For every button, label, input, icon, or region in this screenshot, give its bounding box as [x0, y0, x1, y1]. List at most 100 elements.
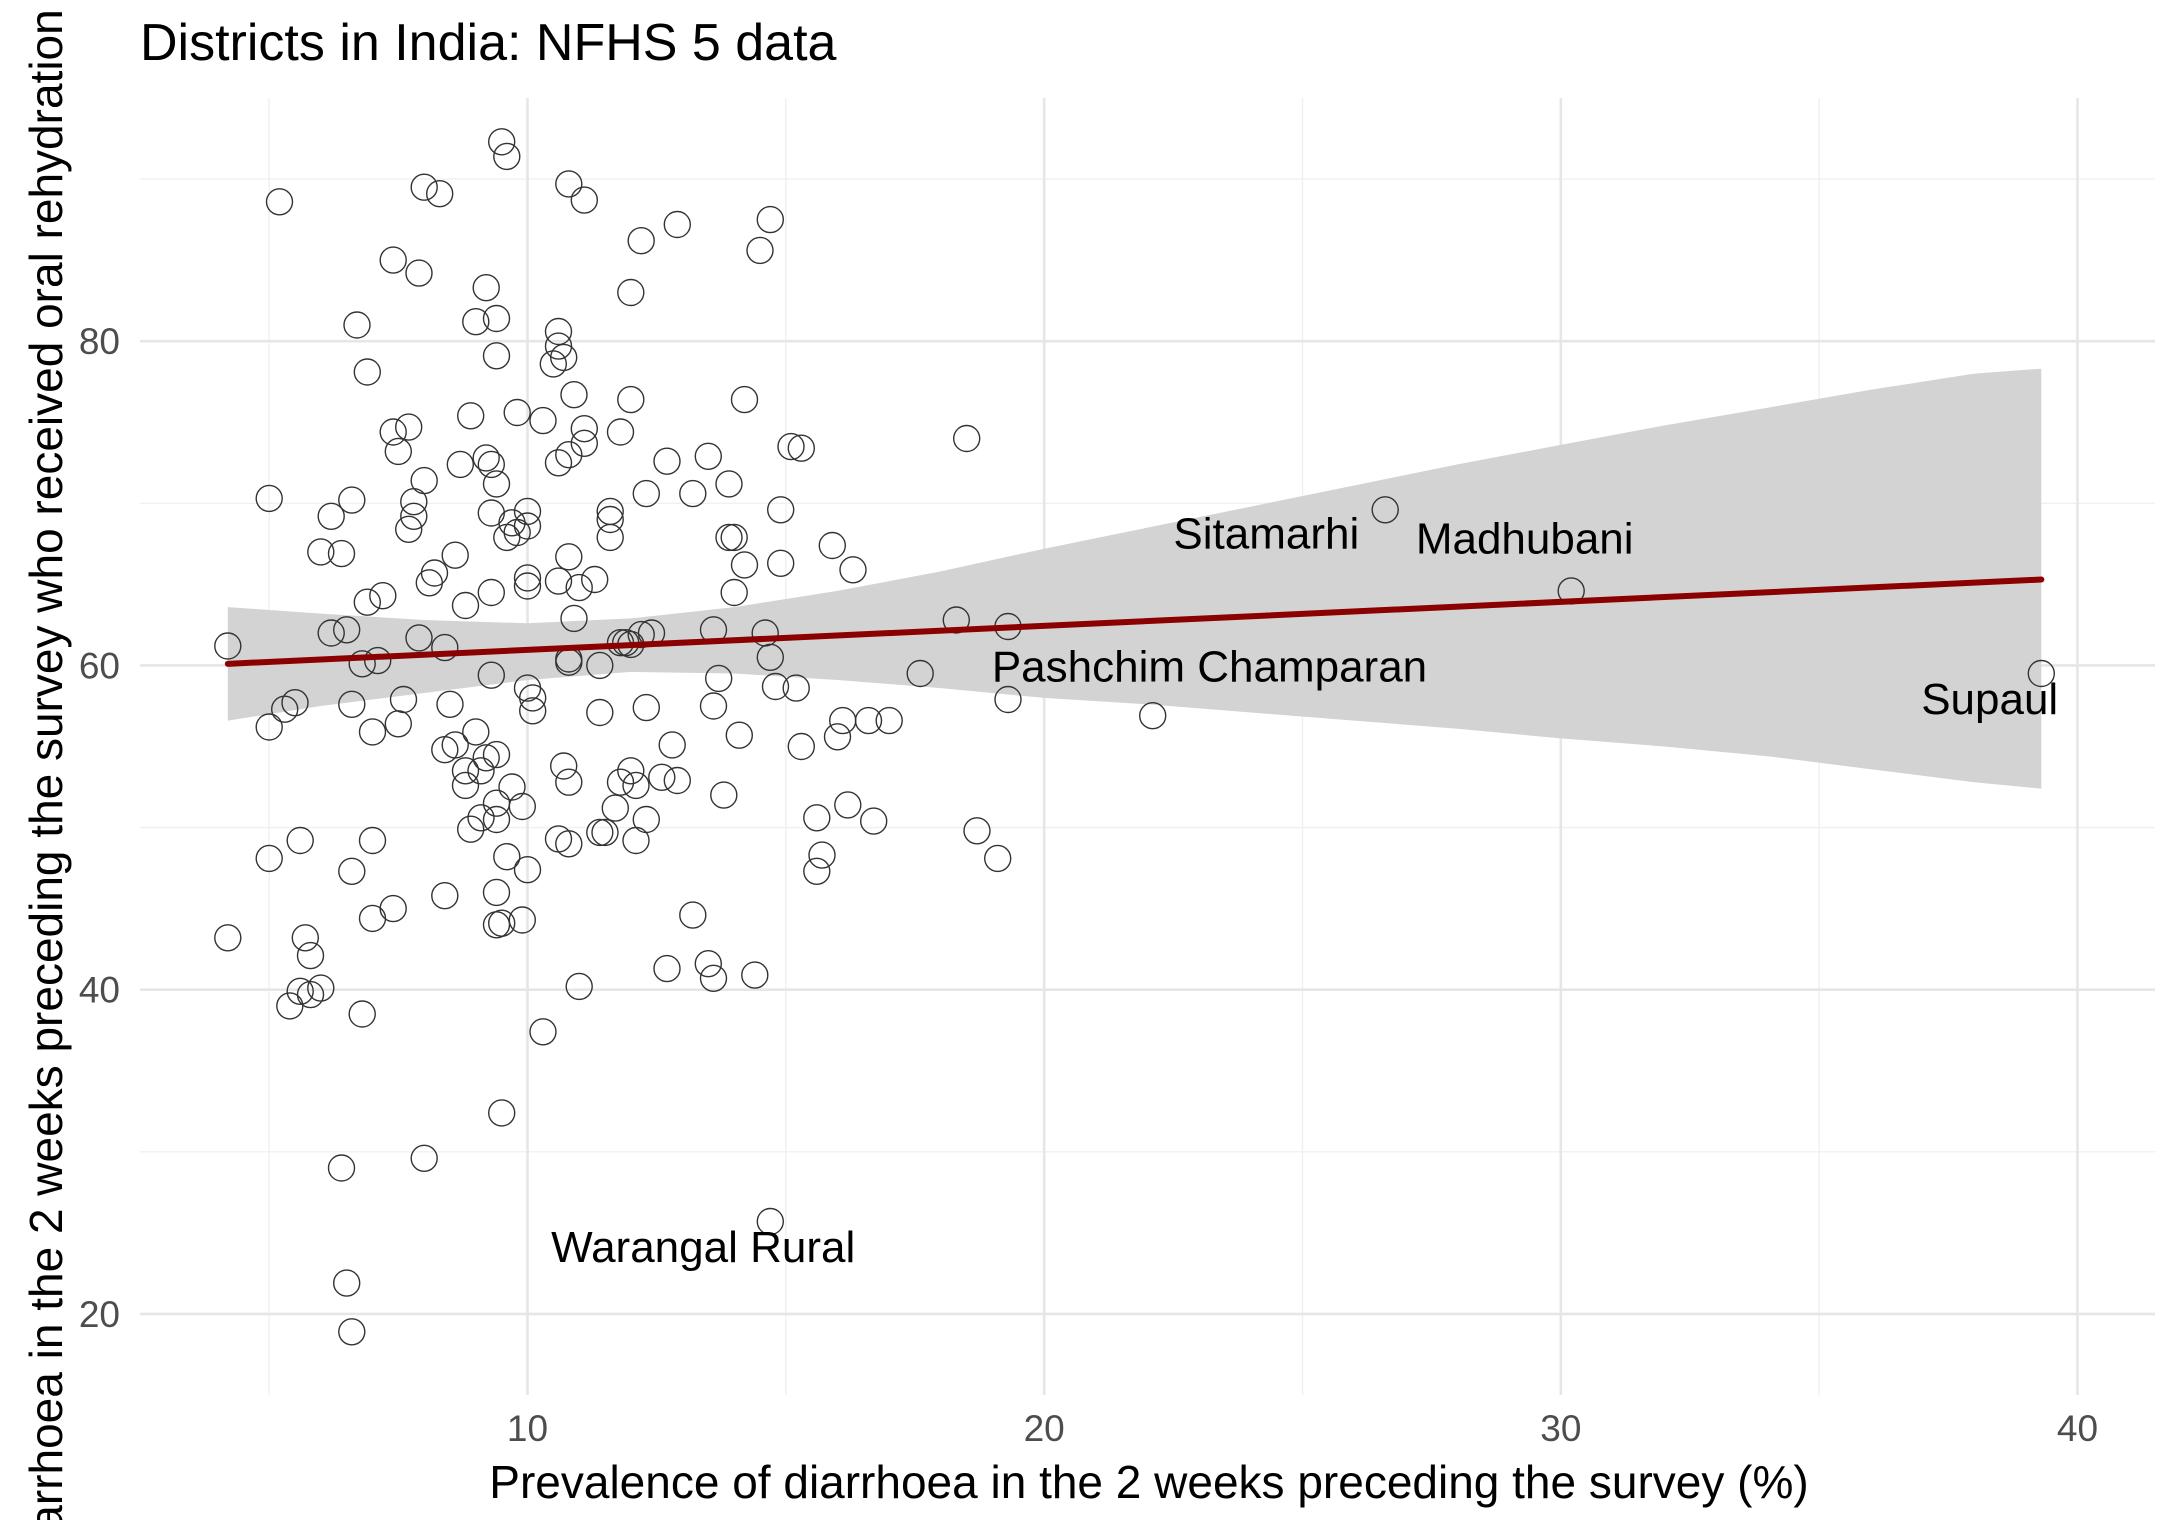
data-point — [488, 1099, 516, 1127]
data-point — [565, 573, 593, 602]
data-point — [963, 817, 991, 845]
data-point — [384, 710, 412, 738]
data-point — [389, 685, 418, 714]
point-label: Supaul — [1921, 675, 2058, 724]
y-tick-label: 40 — [79, 970, 120, 1011]
data-point — [265, 188, 294, 216]
data-point — [839, 556, 867, 584]
data-point — [446, 450, 474, 479]
data-point — [353, 588, 381, 616]
data-point — [756, 1207, 784, 1236]
data-point — [586, 818, 614, 847]
data-points — [214, 128, 2056, 1346]
data-point — [488, 909, 516, 937]
data-point — [410, 173, 438, 201]
data-point — [296, 980, 325, 1009]
data-point — [767, 496, 795, 524]
data-point — [255, 713, 283, 741]
data-point — [431, 633, 459, 662]
data-point — [379, 246, 407, 274]
data-point — [472, 444, 500, 472]
data-point — [415, 569, 443, 597]
data-point — [400, 502, 428, 530]
trend-line — [224, 576, 2045, 667]
data-point — [632, 479, 660, 508]
data-point — [591, 818, 619, 847]
data-point — [271, 695, 299, 723]
data-point — [829, 706, 857, 735]
data-point — [477, 450, 505, 479]
data-point — [596, 505, 624, 534]
data-point — [508, 906, 536, 934]
data-point — [493, 523, 521, 552]
data-point — [395, 413, 423, 441]
point-label: Sitamarhi — [1173, 510, 1359, 559]
data-point — [596, 497, 624, 526]
data-point — [482, 304, 511, 333]
data-point — [694, 442, 722, 470]
data-point — [586, 651, 614, 680]
data-point — [214, 924, 242, 952]
y-axis-ticks: 20 40 60 80 — [79, 321, 120, 1335]
data-point — [493, 142, 521, 171]
data-point — [617, 385, 645, 414]
data-point — [338, 857, 366, 885]
minor-gridlines — [140, 98, 2155, 1395]
x-tick-label: 30 — [1540, 1408, 1581, 1449]
x-tick-label: 20 — [1024, 1408, 1065, 1449]
data-point — [291, 924, 319, 952]
y-tick-label: 60 — [79, 645, 120, 686]
data-point — [529, 406, 557, 435]
data-point — [658, 731, 686, 759]
data-point — [808, 841, 836, 869]
data-point — [482, 740, 511, 769]
data-point — [787, 434, 815, 462]
data-point — [384, 437, 412, 466]
data-point — [1138, 702, 1167, 730]
data-point — [555, 830, 583, 858]
data-point — [307, 974, 335, 1002]
data-point — [803, 804, 831, 832]
data-point — [255, 844, 283, 873]
data-point — [705, 664, 733, 693]
point-label: Pashchim Champaran — [992, 643, 1427, 692]
data-point — [617, 278, 645, 307]
data-point — [307, 538, 335, 566]
data-point — [653, 447, 681, 475]
data-point — [379, 894, 407, 923]
data-point — [405, 259, 433, 287]
data-point — [570, 186, 598, 214]
data-point — [327, 1154, 356, 1182]
data-point — [622, 826, 650, 855]
data-point — [539, 350, 567, 378]
data-point — [570, 415, 598, 443]
data-point — [508, 792, 536, 821]
data-point — [441, 541, 469, 569]
data-point — [803, 857, 831, 885]
data-point — [405, 624, 433, 652]
data-point — [358, 904, 387, 933]
data-point — [550, 343, 578, 372]
data-point — [379, 418, 407, 446]
data-point — [730, 385, 759, 414]
data-point — [555, 441, 583, 469]
data-point — [457, 402, 485, 430]
data-point — [338, 690, 366, 718]
data-point — [348, 1000, 376, 1028]
data-point — [653, 954, 681, 983]
data-point — [544, 449, 573, 477]
x-axis-ticks: 10 20 30 40 — [507, 1408, 2098, 1449]
data-point — [560, 381, 588, 409]
data-point — [451, 591, 480, 620]
data-point — [2027, 659, 2056, 688]
data-point — [782, 674, 810, 702]
data-point — [214, 632, 242, 660]
data-point — [606, 418, 635, 446]
data-point — [663, 210, 691, 239]
data-point — [472, 274, 500, 302]
data-point — [555, 170, 583, 198]
data-point — [482, 878, 511, 907]
data-point — [761, 672, 790, 701]
data-point — [498, 773, 526, 801]
data-point — [622, 771, 650, 800]
